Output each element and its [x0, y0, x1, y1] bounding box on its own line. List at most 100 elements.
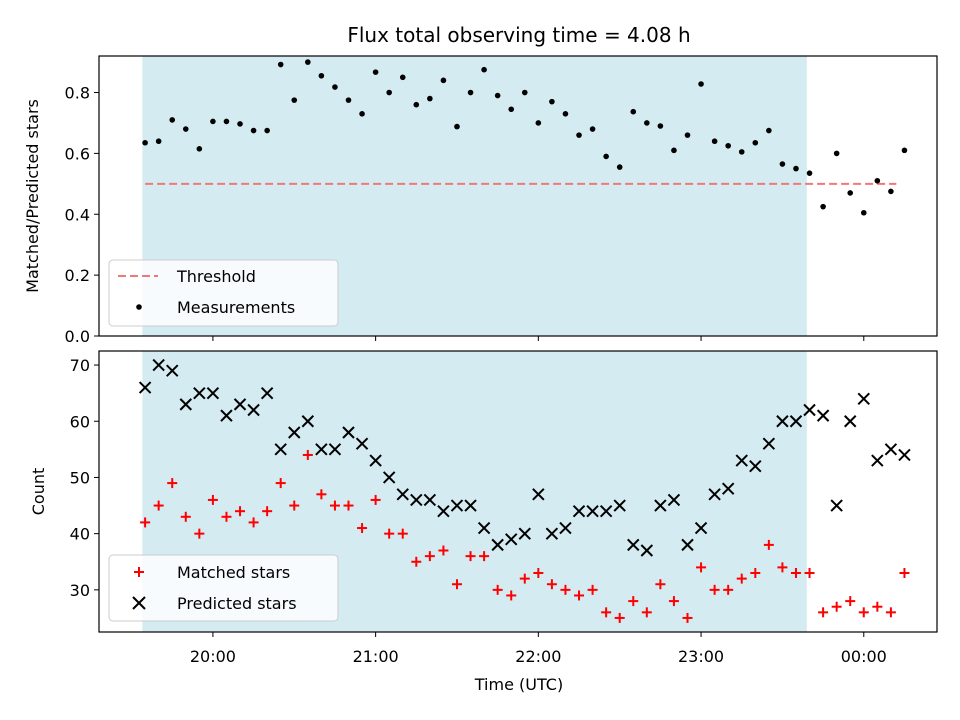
- measurement-point: [766, 127, 772, 134]
- measurement-point: [250, 127, 257, 134]
- measurement-point: [332, 84, 338, 90]
- matched-star-point: [777, 562, 788, 573]
- measurement-point: [847, 190, 854, 196]
- predicted-star-point: [437, 504, 450, 518]
- measurement-point: [725, 142, 731, 149]
- x-tick-label: 21:00: [353, 647, 399, 666]
- measurement-point: [833, 150, 840, 157]
- measurement-point: [671, 147, 677, 154]
- measurement-point: [888, 188, 894, 195]
- measurement-point: [562, 111, 569, 117]
- matched-star-point: [885, 607, 896, 618]
- matched-star-point: [207, 494, 218, 505]
- predicted-star-point: [518, 527, 531, 540]
- predicted-star-point: [721, 482, 735, 495]
- measurement-point: [535, 120, 542, 126]
- predicted-star-point: [260, 386, 274, 400]
- predicted-star-point: [396, 488, 409, 501]
- measurement-point: [277, 61, 284, 68]
- y-tick-label: 0.2: [65, 266, 90, 285]
- top-panel: 0.00.20.40.60.8 Matched/Predicted stars …: [23, 55, 938, 346]
- predicted-star-point: [369, 454, 382, 467]
- matched-star-point: [601, 607, 612, 618]
- measurement-point: [142, 139, 148, 146]
- predicted-star-point: [328, 443, 342, 456]
- measurement-point: [440, 77, 447, 84]
- predicted-star-point: [572, 504, 586, 518]
- matched-star-point: [194, 528, 205, 539]
- matched-star-point: [574, 590, 585, 601]
- predicted-star-point: [193, 386, 206, 400]
- measurement-point: [359, 111, 365, 117]
- matched-star-point: [275, 478, 286, 489]
- y-tick-label: 50: [70, 468, 90, 487]
- matched-star-point: [180, 511, 191, 522]
- predicted-star-point: [152, 358, 165, 372]
- measurement-point: [738, 149, 745, 155]
- predicted-star-point: [789, 415, 803, 428]
- legend-measurements-swatch: [136, 304, 142, 310]
- matched-star-point: [140, 517, 151, 528]
- matched-star-point: [696, 562, 707, 573]
- matched-star-point: [370, 494, 381, 505]
- predicted-star-point: [898, 448, 911, 462]
- predicted-star-point: [274, 443, 287, 456]
- y-tick-label: 0.8: [65, 84, 90, 103]
- matched-star-point: [723, 584, 734, 595]
- matched-star-point: [465, 551, 476, 562]
- matched-star-point: [492, 584, 503, 595]
- matched-star-point: [384, 528, 395, 539]
- matched-star-point: [750, 567, 761, 578]
- predicted-star-point: [545, 527, 559, 540]
- matched-star-point: [519, 573, 530, 584]
- measurement-point: [427, 95, 433, 102]
- measurement-point: [521, 89, 528, 96]
- predicted-star-point: [355, 437, 369, 450]
- bottom-y-axis-label: Count: [29, 468, 48, 516]
- matched-star-point: [858, 607, 869, 618]
- measurement-point: [264, 127, 270, 134]
- matched-star-point: [790, 567, 801, 578]
- chart-title: Flux total observing time = 4.08 h: [347, 23, 690, 47]
- predicted-star-point: [640, 544, 654, 557]
- measurement-point: [454, 123, 460, 130]
- measurement-point: [305, 59, 311, 65]
- x-axis-label: Time (UTC): [474, 675, 563, 694]
- predicted-star-point: [559, 521, 572, 535]
- predicted-star-point: [803, 403, 816, 417]
- measurement-point: [657, 123, 664, 129]
- matched-star-point: [763, 539, 774, 550]
- matched-star-point: [533, 567, 544, 578]
- predicted-star-point: [491, 538, 504, 552]
- top-axes-frame: [98, 55, 938, 337]
- measurement-point: [318, 72, 325, 79]
- measurement-points: [142, 59, 908, 216]
- measurement-point: [603, 153, 609, 160]
- x-tick-label: 20:00: [190, 647, 236, 666]
- predicted-star-point: [871, 454, 884, 467]
- matched-star-point: [709, 584, 720, 595]
- y-tick-label: 70: [70, 356, 90, 375]
- matched-star-point: [316, 489, 327, 500]
- matched-star-point: [614, 612, 625, 623]
- measurement-point: [549, 98, 555, 105]
- predicted-star-point: [505, 533, 518, 546]
- matched-star-point: [546, 579, 557, 590]
- predicted-star-point: [776, 415, 789, 428]
- predicted-star-point: [681, 538, 694, 552]
- measurement-point: [711, 138, 718, 145]
- matched-stars-points: [140, 449, 910, 623]
- predicted-star-point: [749, 460, 762, 473]
- matched-star-point: [329, 500, 340, 511]
- predicted-star-point: [233, 398, 247, 411]
- predicted-stars-points: [138, 358, 911, 557]
- measurement-point: [169, 117, 176, 123]
- bottom-y-ticks: 30 40 50 60 70: [70, 356, 99, 600]
- matched-star-point: [628, 596, 639, 607]
- matched-star-point: [411, 556, 422, 567]
- predicted-star-point: [206, 386, 220, 400]
- matched-star-point: [641, 607, 652, 618]
- matched-star-point: [248, 517, 259, 528]
- measurement-point: [508, 106, 515, 113]
